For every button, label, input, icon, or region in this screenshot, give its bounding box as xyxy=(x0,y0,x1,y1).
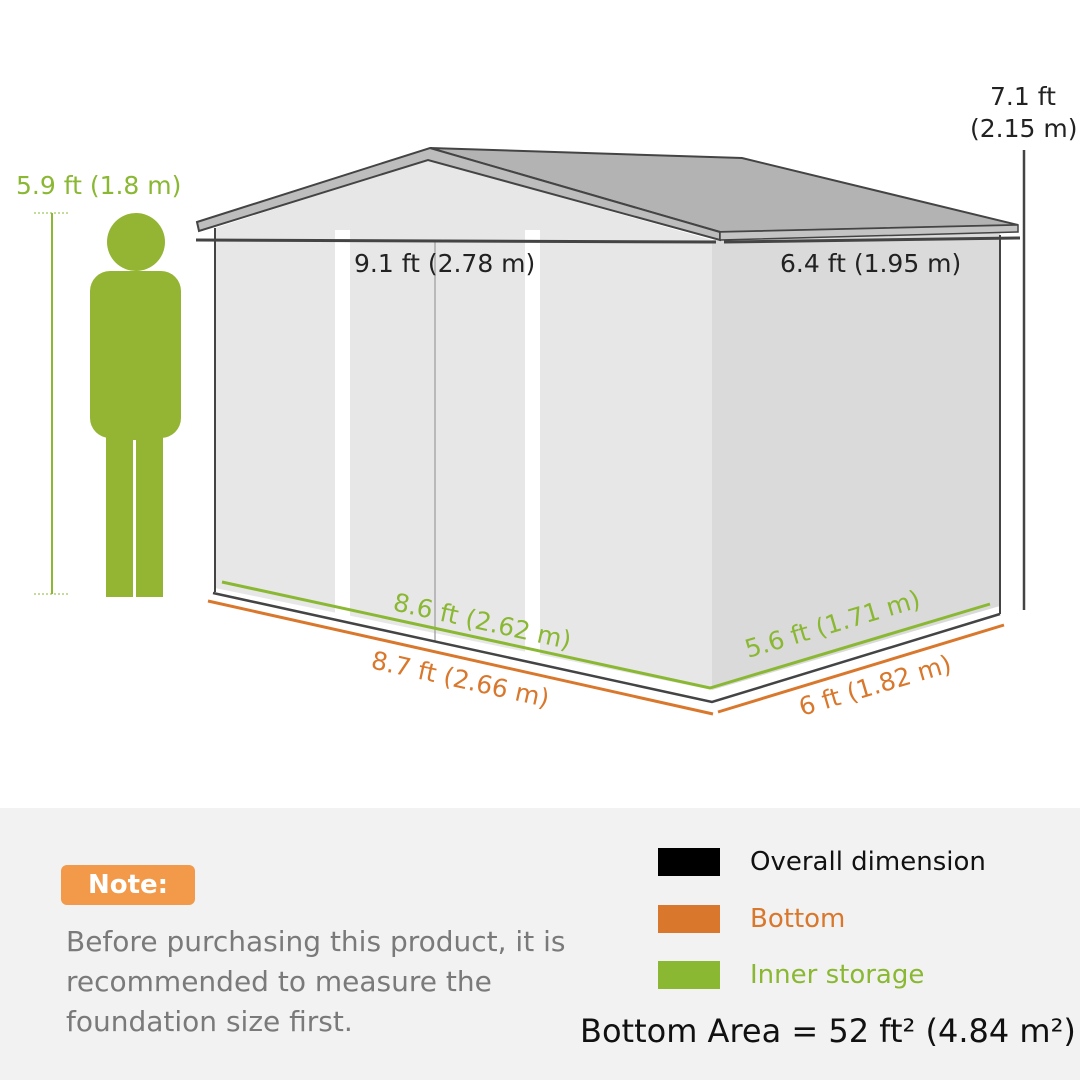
door-gap-left xyxy=(335,230,350,622)
legend-swatch-inner xyxy=(658,961,720,989)
legend-overall: Overall dimension xyxy=(658,847,986,877)
bottom-depth-label: 6 ft (1.82 m) xyxy=(795,649,954,722)
legend-swatch-bottom xyxy=(658,905,720,933)
inner-storage-lines xyxy=(221,580,991,690)
note-text: Before purchasing this product, it is re… xyxy=(66,925,566,1038)
bottom-width-label: 8.7 ft (2.66 m) xyxy=(369,646,552,714)
legend-swatch-overall xyxy=(658,848,720,876)
legend-label: Overall dimension xyxy=(750,847,986,877)
height-label-m: (2.15 m) xyxy=(970,114,1077,143)
legend-inner: Inner storage xyxy=(658,960,924,990)
legend-label: Inner storage xyxy=(750,960,925,990)
shed-diagram: 5.9 ft (1.8 m) 9.1 ft (2.78 m) 6.4 ft (1… xyxy=(16,82,1077,722)
height-label-ft: 7.1 ft xyxy=(990,82,1056,111)
bottom-area: Bottom Area = 52 ft² (4.84 m²) xyxy=(580,1012,1076,1050)
person-height-label: 5.9 ft (1.8 m) xyxy=(16,171,181,200)
door-gap-right xyxy=(525,230,540,662)
overall-depth-label: 6.4 ft (1.95 m) xyxy=(780,249,961,278)
shed-side-face xyxy=(712,233,1000,690)
roof-eave-side xyxy=(719,224,1019,241)
info-panel xyxy=(0,808,1080,1080)
legend-label: Bottom xyxy=(750,904,846,934)
base-outline xyxy=(212,591,1001,704)
note-badge: Note: xyxy=(61,865,195,905)
legend-bottom: Bottom xyxy=(658,904,845,934)
overall-width-label: 9.1 ft (2.78 m) xyxy=(354,249,535,278)
